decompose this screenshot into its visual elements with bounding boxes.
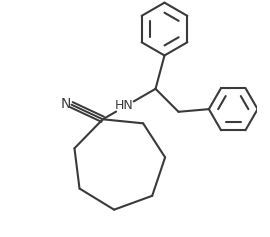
Text: HN: HN xyxy=(115,99,134,112)
Text: N: N xyxy=(61,97,71,111)
